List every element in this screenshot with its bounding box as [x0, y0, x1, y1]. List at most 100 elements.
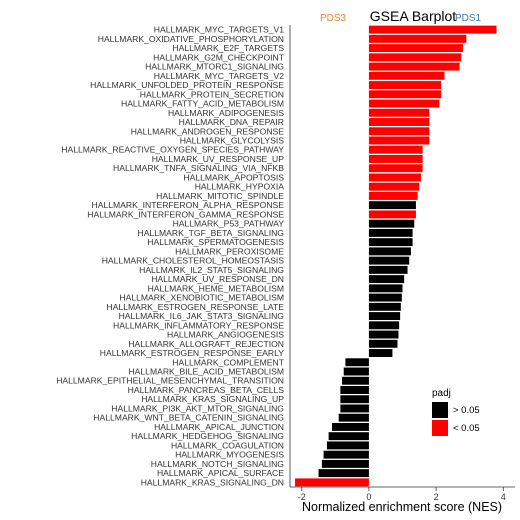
category-label: HALLMARK_P53_PATHWAY — [173, 219, 285, 229]
legend-label-significant: < 0.05 — [453, 423, 480, 434]
category-label: HALLMARK_HEDGEHOG_SIGNALING — [131, 431, 284, 441]
bar — [368, 127, 430, 136]
bar — [368, 201, 416, 210]
bar — [368, 53, 462, 62]
category-label: HALLMARK_OXIDATIVE_PHOSPHORYLATION — [98, 34, 284, 44]
category-label: HALLMARK_G2M_CHECKPOINT — [153, 52, 285, 62]
bar — [368, 99, 440, 108]
category-label: HALLMARK_CHOLESTEROL_HOMEOSTASIS — [102, 256, 285, 266]
category-label: HALLMARK_FATTY_ACID_METABOLISM — [121, 99, 284, 109]
category-label: HALLMARK_PROTEIN_SECRETION — [140, 89, 284, 99]
bar — [342, 376, 369, 385]
category-label: HALLMARK_HYPOXIA — [195, 182, 285, 192]
category-label: HALLMARK_ALLOGRAFT_REJECTION — [128, 339, 284, 349]
category-label: HALLMARK_MYC_TARGETS_V2 — [154, 71, 284, 81]
x-tick-label: -2 — [298, 492, 306, 502]
category-label: HALLMARK_WNT_BETA_CATENIN_SIGNALING — [93, 413, 284, 423]
bar — [368, 349, 393, 357]
bar — [368, 284, 403, 293]
category-label: HALLMARK_UV_RESPONSE_UP — [152, 154, 285, 164]
bar — [343, 367, 369, 376]
bar — [368, 81, 442, 90]
bar — [368, 118, 430, 126]
category-label: HALLMARK_REACTIVE_OXYGEN_SPECIES_PATHWAY — [61, 145, 284, 155]
bar — [368, 90, 442, 99]
bar — [368, 219, 415, 228]
bar — [368, 210, 416, 219]
bar — [368, 321, 400, 330]
bar — [368, 247, 411, 256]
bar — [368, 238, 413, 247]
bar — [368, 275, 405, 284]
x-tick-label: 4 — [501, 492, 506, 502]
bar — [368, 330, 399, 339]
category-label: HALLMARK_ANGIOGENESIS — [167, 330, 284, 340]
category-label: HALLMARK_DNA_REPAIR — [179, 117, 284, 127]
group-label-right: PDS1 — [455, 13, 482, 24]
bar — [340, 404, 369, 413]
bar — [295, 478, 369, 487]
bar-series — [295, 25, 497, 487]
bar — [323, 450, 369, 459]
category-label: HALLMARK_COMPLEMENT — [172, 357, 284, 367]
bar — [321, 459, 369, 468]
category-label: HALLMARK_APICAL_JUNCTION — [154, 422, 284, 432]
bar — [345, 358, 369, 367]
category-label: HALLMARK_MYOGENESIS — [175, 450, 284, 460]
category-label: HALLMARK_PANCREAS_BETA_CELLS — [128, 385, 285, 395]
category-label: HALLMARK_SPERMATOGENESIS — [147, 237, 284, 247]
category-label: HALLMARK_APICAL_SURFACE — [157, 468, 284, 478]
category-label: HALLMARK_INFLAMMATORY_RESPONSE — [113, 320, 284, 330]
bar — [338, 413, 369, 422]
bar — [368, 182, 420, 191]
bar — [368, 145, 423, 154]
bar — [340, 395, 369, 404]
bar — [328, 432, 369, 441]
bar — [368, 62, 460, 71]
bar — [368, 34, 467, 43]
category-label: HALLMARK_NOTCH_SIGNALING — [151, 459, 285, 469]
category-label: HALLMARK_XENOBIOTIC_METABOLISM — [119, 293, 284, 303]
bar — [368, 265, 408, 274]
category-label: HALLMARK_KRAS_SIGNALING_UP — [141, 394, 284, 404]
legend-title: padj — [432, 388, 451, 399]
category-label: HALLMARK_ANDROGEN_RESPONSE — [131, 126, 285, 136]
x-tick-label: 0 — [366, 492, 371, 502]
category-label: HALLMARK_GLYCOLYSIS — [180, 136, 285, 146]
bar — [368, 136, 430, 145]
category-label: HALLMARK_COAGULATION — [171, 440, 284, 450]
category-labels: HALLMARK_MYC_TARGETS_V1HALLMARK_OXIDATIV… — [56, 25, 285, 488]
bar — [326, 441, 369, 450]
category-label: HALLMARK_EPITHELIAL_MESENCHYMAL_TRANSITI… — [56, 376, 284, 386]
category-label: HALLMARK_TNFA_SIGNALING_VIA_NFKB — [113, 163, 284, 173]
category-label: HALLMARK_INTERFERON_GAMMA_RESPONSE — [87, 209, 284, 219]
bar — [368, 155, 423, 163]
group-label-left: PDS3 — [320, 13, 347, 24]
bar — [368, 191, 418, 200]
legend: padj > 0.05 < 0.05 — [432, 388, 480, 436]
bar — [340, 386, 369, 394]
legend-swatch-significant — [432, 420, 448, 436]
category-label: HALLMARK_MTORC1_SIGNALING — [145, 62, 284, 72]
bar — [368, 173, 421, 182]
chart-title: GSEA Barplot — [370, 8, 456, 24]
bar — [368, 164, 423, 173]
bar — [368, 293, 402, 302]
category-label: HALLMARK_ADIPOGENESIS — [168, 108, 284, 118]
bar — [368, 312, 401, 321]
category-label: HALLMARK_ESTROGEN_RESPONSE_LATE — [106, 302, 284, 312]
bar — [368, 108, 430, 117]
category-label: HALLMARK_UV_RESPONSE_DN — [151, 274, 284, 284]
bar — [368, 302, 401, 311]
category-label: HALLMARK_IL6_JAK_STAT3_SIGNALING — [119, 311, 285, 321]
bar — [368, 256, 410, 265]
bar — [368, 228, 413, 237]
category-label: HALLMARK_ESTROGEN_RESPONSE_EARLY — [100, 348, 284, 358]
bar — [368, 339, 398, 348]
category-label: HALLMARK_PI3K_AKT_MTOR_SIGNALING — [111, 403, 284, 413]
category-label: HALLMARK_APOPTOSIS — [183, 172, 284, 182]
legend-swatch-not-significant — [432, 402, 448, 418]
x-axis-title: Normalized enrichment score (NES) — [302, 500, 502, 514]
category-label: HALLMARK_TGF_BETA_SIGNALING — [138, 228, 285, 238]
